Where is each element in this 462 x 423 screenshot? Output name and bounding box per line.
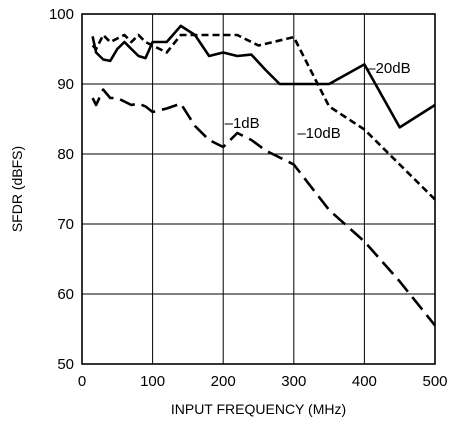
x-tick-400: 400 — [352, 373, 377, 390]
series-label-3: –1dB — [225, 115, 260, 132]
x-tick-200: 200 — [211, 373, 236, 390]
x-tick-300: 300 — [281, 373, 306, 390]
y-tick-90: 90 — [57, 76, 74, 93]
y-tick-50: 50 — [57, 356, 74, 373]
x-axis-label: INPUT FREQUENCY (MHz) — [171, 401, 346, 417]
series-label-1: –20dB — [367, 60, 410, 77]
y-tick-labels: 50 60 70 80 90 100 — [49, 6, 74, 373]
y-tick-60: 60 — [57, 286, 74, 303]
y-tick-70: 70 — [57, 216, 74, 233]
series-line-2 — [91, 33, 436, 201]
y-tick-100: 100 — [49, 6, 74, 23]
series-label-2: –10dB — [297, 125, 340, 142]
series-labels: –20dB –10dB –1dB — [225, 60, 411, 142]
plot-frame — [81, 13, 436, 365]
x-tick-0: 0 — [78, 373, 86, 390]
y-axis-label: SFDR (dBFS) — [9, 146, 25, 232]
series-line-1 — [91, 24, 436, 129]
y-tick-80: 80 — [57, 146, 74, 163]
x-tick-100: 100 — [140, 373, 165, 390]
x-tick-labels: 0 100 200 300 400 500 — [78, 373, 448, 390]
series-line-3 — [91, 88, 437, 327]
series-lines — [91, 24, 437, 327]
x-tick-500: 500 — [422, 373, 447, 390]
grid — [82, 14, 435, 364]
